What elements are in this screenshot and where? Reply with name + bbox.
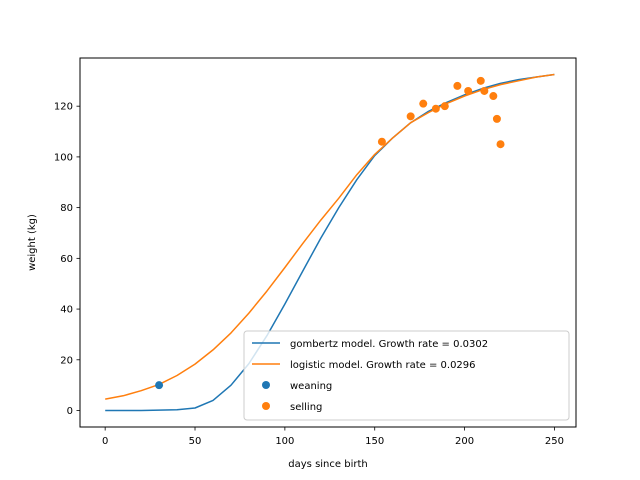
series-point-3 <box>492 114 501 123</box>
y-axis: 0 20 40 60 80 100 120 <box>54 102 80 417</box>
y-tick-label: 100 <box>54 152 73 163</box>
series-point-3 <box>489 92 498 101</box>
x-axis-label: days since birth <box>288 459 367 470</box>
y-tick-label: 120 <box>54 102 73 113</box>
x-tick-label: 150 <box>365 436 384 447</box>
series-point-3 <box>419 99 428 108</box>
series-point-3 <box>464 86 473 95</box>
legend-swatch <box>262 402 270 410</box>
x-tick-label: 200 <box>455 436 474 447</box>
y-tick-label: 60 <box>60 254 73 265</box>
series-point-3 <box>431 104 440 113</box>
series-point-3 <box>476 76 485 85</box>
series-point-3 <box>453 81 462 90</box>
series-point-3 <box>377 137 386 146</box>
series-point-3 <box>480 86 489 95</box>
legend-label: selling <box>290 402 322 413</box>
y-tick-label: 20 <box>60 355 73 366</box>
legend-label: logistic model. Growth rate = 0.0296 <box>290 360 476 371</box>
series-line-1 <box>105 73 555 400</box>
x-tick-label: 50 <box>189 436 202 447</box>
legend-swatch <box>262 381 270 389</box>
y-tick-label: 0 <box>67 406 73 417</box>
x-axis: 0 50 100 150 200 250 <box>102 427 564 447</box>
x-tick-label: 0 <box>102 436 108 447</box>
series-point-3 <box>406 112 415 121</box>
legend-box <box>243 330 570 421</box>
series-layer <box>105 73 555 412</box>
y-tick-label: 80 <box>60 203 73 214</box>
x-tick-label: 250 <box>545 436 564 447</box>
y-tick-label: 40 <box>60 305 73 316</box>
series-point-2 <box>155 381 164 390</box>
legend: gombertz model. Growth rate = 0.0302 logi… <box>243 330 570 421</box>
series-point-3 <box>440 102 449 111</box>
x-tick-label: 100 <box>275 436 294 447</box>
axes-frame <box>79 57 577 428</box>
series-point-3 <box>496 140 505 149</box>
y-axis-label: weight (kg) <box>27 214 38 271</box>
legend-label: weaning <box>290 381 332 392</box>
legend-label: gombertz model. Growth rate = 0.0302 <box>290 339 488 350</box>
